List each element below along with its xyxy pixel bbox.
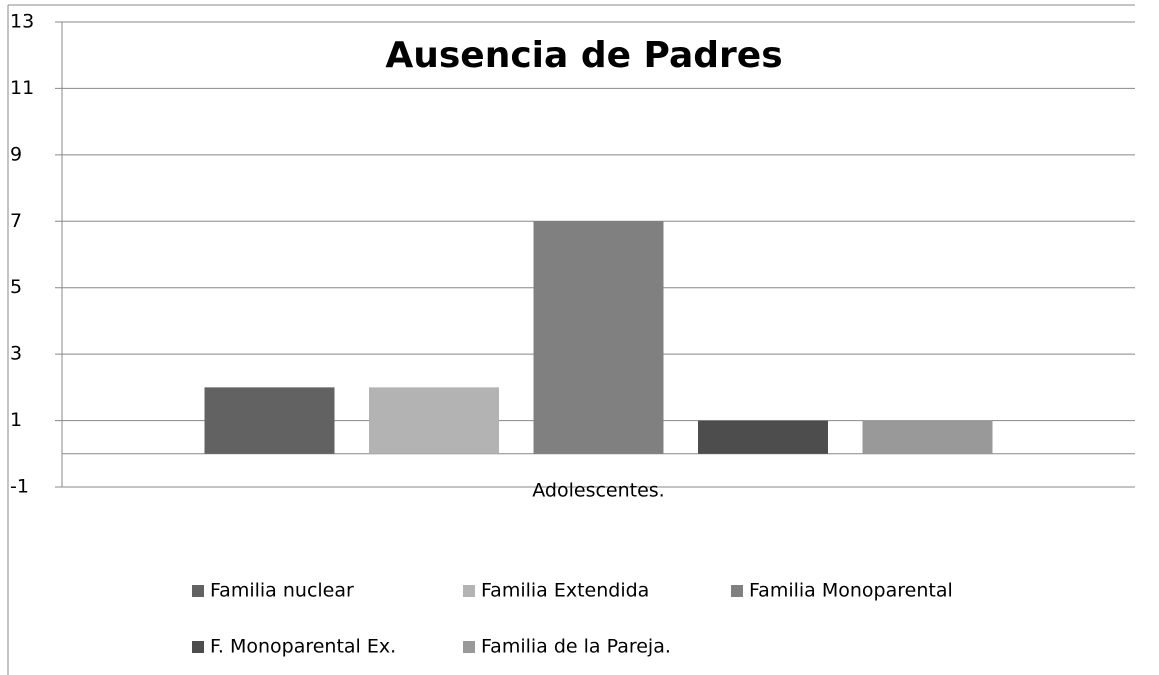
legend-label: Familia Extendida — [481, 580, 649, 602]
bar — [862, 420, 993, 454]
chart-title: Ausencia de Padres — [385, 35, 782, 76]
y-tick-label: 9 — [10, 143, 22, 165]
legend-label: Familia nuclear — [210, 580, 354, 602]
legend-swatch — [731, 585, 743, 597]
y-tick-label: -1 — [10, 476, 29, 498]
y-tick-label: 13 — [10, 11, 34, 33]
bar — [533, 221, 664, 454]
legend-swatch — [463, 585, 475, 597]
legend-label: F. Monoparental Ex. — [210, 636, 396, 658]
legend-swatch — [192, 641, 204, 653]
y-tick-label: 11 — [10, 77, 34, 99]
legend-swatch — [463, 641, 475, 653]
bar — [204, 387, 335, 454]
legend-label: Familia de la Pareja. — [481, 636, 671, 658]
bar — [369, 387, 499, 454]
legend-label: Familia Monoparental — [749, 580, 953, 602]
legend-swatch — [192, 585, 204, 597]
y-tick-label: 1 — [10, 409, 22, 431]
y-tick-label: 7 — [10, 210, 22, 232]
y-tick-label: 5 — [10, 276, 22, 298]
bar — [698, 420, 828, 454]
x-tick-label: Adolescentes. — [532, 480, 664, 502]
y-tick-label: 3 — [10, 343, 22, 365]
